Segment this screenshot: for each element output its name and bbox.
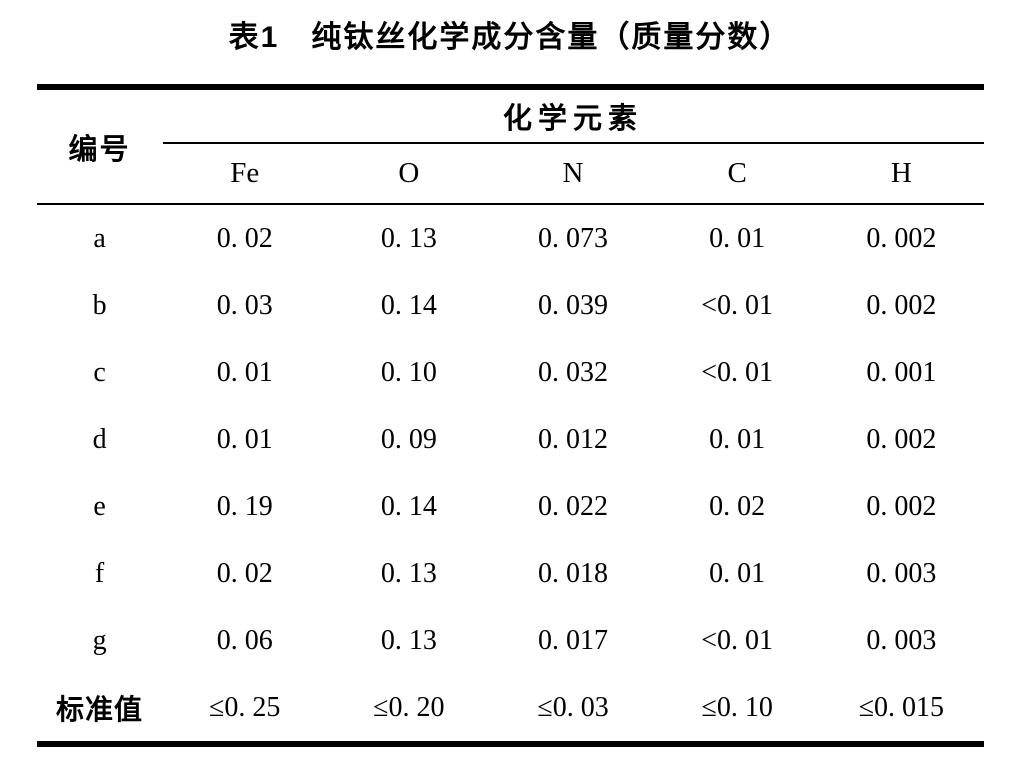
value-cell: 0. 14	[380, 490, 437, 522]
table-row: a 0. 02 0. 13 0. 073 0. 01 0. 002	[37, 204, 984, 272]
header-chemical-elements: 化学元素	[162, 87, 984, 144]
value-cell: 0. 003	[866, 624, 937, 656]
row-id: d	[92, 423, 107, 455]
row-id: g	[92, 624, 107, 656]
value-cell: 0. 002	[866, 222, 937, 254]
value-cell: 0. 073	[538, 222, 609, 254]
value-cell: 0. 002	[866, 423, 937, 455]
value-cell: 0. 012	[538, 423, 609, 455]
header-element-h: H	[819, 143, 984, 205]
table-header: 编号 化学元素 Fe O N C H	[36, 87, 984, 205]
row-id: e	[93, 490, 106, 522]
row-id: b	[92, 289, 107, 321]
value-cell: 0. 001	[866, 356, 937, 388]
row-id: f	[94, 557, 105, 589]
value-cell: 0. 02	[709, 490, 766, 522]
value-cell: 0. 002	[866, 490, 937, 522]
value-cell: 0. 19	[216, 490, 273, 522]
group-header-row: 编号 化学元素	[36, 87, 984, 205]
value-cell: 0. 13	[380, 557, 437, 589]
value-cell: 0. 01	[709, 222, 766, 254]
header-element-c: C	[655, 143, 820, 205]
value-cell: 0. 003	[866, 557, 937, 589]
value-cell: 0. 02	[216, 222, 273, 254]
table-body: a 0. 02 0. 13 0. 073 0. 01 0. 002 b 0. 03 0. 14 0…	[37, 204, 984, 744]
value-cell: 0. 02	[216, 557, 273, 589]
element-header-row: Fe O N C H	[37, 143, 984, 205]
value-cell: 0. 03	[216, 289, 273, 321]
header-element-fe: Fe	[162, 143, 327, 205]
value-cell: 0. 017	[538, 624, 609, 656]
value-cell: ≤0. 015	[858, 691, 945, 723]
table-row: 标准值 ≤0. 25 ≤0. 20 ≤0. 03 ≤0. 10 ≤0. 015	[37, 674, 984, 744]
header-element-n: N	[490, 143, 656, 205]
value-cell: 0. 01	[216, 356, 273, 388]
value-cell: <0. 01	[701, 356, 774, 388]
value-cell: 0. 039	[538, 289, 609, 321]
composition-table: 编号 化学元素 Fe O N C H a 0. 02 0. 13 0. 073 0. 01 0. …	[36, 84, 984, 747]
value-cell: <0. 01	[701, 624, 774, 656]
value-cell: ≤0. 20	[373, 691, 445, 723]
value-cell: ≤0. 10	[701, 691, 773, 723]
value-cell: 0. 018	[538, 557, 609, 589]
value-cell: 0. 032	[538, 356, 609, 388]
table-row: f 0. 02 0. 13 0. 018 0. 01 0. 003	[37, 540, 984, 607]
table-caption: 表1 纯钛丝化学成分含量（质量分数）	[228, 21, 792, 54]
row-id: 标准值	[56, 693, 144, 725]
value-cell: 0. 09	[380, 423, 437, 455]
value-cell: 0. 01	[216, 423, 273, 455]
value-cell: 0. 10	[380, 356, 437, 388]
row-id: c	[93, 356, 106, 388]
table-row: d 0. 01 0. 09 0. 012 0. 01 0. 002	[37, 406, 984, 473]
table-row: b 0. 03 0. 14 0. 039 <0. 01 0. 002	[37, 272, 984, 339]
header-element-o: O	[326, 143, 491, 205]
value-cell: 0. 14	[380, 289, 437, 321]
value-cell: ≤0. 25	[209, 691, 281, 723]
value-cell: 0. 002	[866, 289, 937, 321]
value-cell: <0. 01	[701, 289, 774, 321]
table-row: g 0. 06 0. 13 0. 017 <0. 01 0. 003	[37, 607, 984, 674]
value-cell: 0. 13	[380, 222, 437, 254]
value-cell: 0. 01	[709, 423, 766, 455]
value-cell: 0. 13	[380, 624, 437, 656]
table-row: c 0. 01 0. 10 0. 032 <0. 01 0. 001	[37, 339, 984, 406]
value-cell: 0. 01	[709, 557, 766, 589]
row-id: a	[93, 222, 106, 254]
header-id-column: 编号	[36, 87, 163, 205]
value-cell: 0. 022	[538, 490, 609, 522]
table-row: e 0. 19 0. 14 0. 022 0. 02 0. 002	[37, 473, 984, 540]
value-cell: 0. 06	[216, 624, 273, 656]
value-cell: ≤0. 03	[537, 691, 609, 723]
